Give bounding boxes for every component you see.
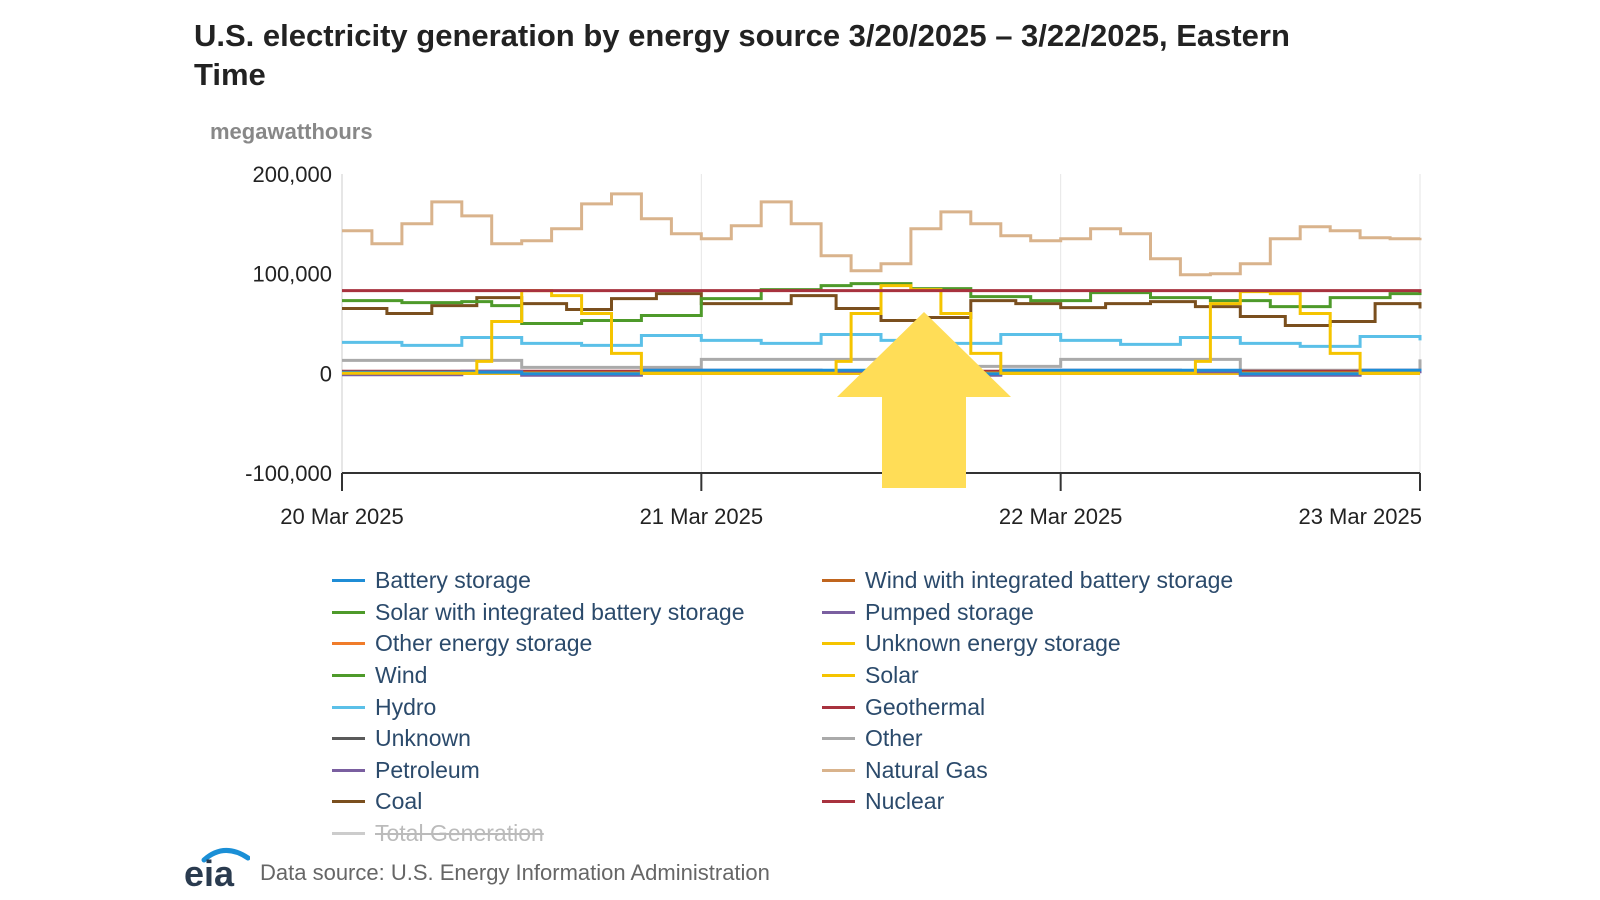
- legend-label: Hydro: [375, 693, 437, 720]
- legend-label: Petroleum: [375, 756, 480, 783]
- chart-title: U.S. electricity generation by energy so…: [194, 18, 1290, 92]
- legend-swatch: [822, 800, 855, 804]
- series-line-hydro[interactable]: [342, 333, 1422, 348]
- legend-item-wind-with-integrated-battery-storage[interactable]: Wind with integrated battery storage: [822, 567, 1322, 594]
- legend-swatch: [822, 768, 855, 772]
- eia-logo-text: eia: [184, 853, 235, 890]
- legend-item-total-generation[interactable]: Total Generation: [332, 820, 822, 847]
- legend-item-solar-with-integrated-battery-storage[interactable]: Solar with integrated battery storage: [332, 598, 822, 626]
- legend-swatch: [332, 768, 365, 772]
- legend-swatch: [332, 737, 365, 741]
- axis-layer: 200,000 100,000 0 -100,000 20 Mar 2025 21 Mar…: [245, 162, 1422, 529]
- legend-swatch: [822, 642, 855, 646]
- legend-swatch: [822, 674, 855, 678]
- legend-label: Natural Gas: [865, 756, 988, 783]
- annotation-layer: [837, 312, 1011, 488]
- legend-item-unknown-energy-storage[interactable]: Unknown energy storage: [822, 630, 1322, 657]
- legend-swatch: [822, 610, 855, 614]
- legend-label: Unknown energy storage: [865, 630, 1121, 657]
- legend-label: Other energy storage: [375, 630, 593, 657]
- legend-label: Total Generation: [375, 820, 544, 847]
- series-line-nuclear[interactable]: [342, 289, 1422, 293]
- x-tick-label: 21 Mar 2025: [640, 504, 764, 529]
- x-tick-label: 23 Mar 2025: [1298, 504, 1422, 529]
- legend-item-other-energy-storage[interactable]: Other energy storage: [332, 630, 822, 657]
- legend-label: Coal: [375, 788, 423, 815]
- y-axis-unit-label: megawatthours: [210, 119, 373, 144]
- series-line-natural-gas[interactable]: [342, 192, 1422, 277]
- legend-item-battery-storage[interactable]: Battery storage: [332, 567, 822, 594]
- series-line-wind[interactable]: [342, 282, 1422, 325]
- grid-layer: [341, 174, 1421, 473]
- x-tick-label: 22 Mar 2025: [999, 504, 1123, 529]
- legend-label: Solar with integrated battery storage: [375, 598, 745, 625]
- y-tick-label: -100,000: [245, 461, 332, 486]
- legend-swatch: [822, 579, 855, 583]
- y-tick-label: 200,000: [252, 162, 332, 187]
- legend-swatch: [332, 579, 365, 583]
- legend-swatch: [822, 705, 855, 709]
- legend-label: Other: [865, 725, 923, 752]
- legend-item-geothermal[interactable]: Geothermal: [822, 694, 1322, 720]
- eia-logo-icon: eia: [184, 848, 250, 890]
- legend-label: Pumped storage: [865, 598, 1034, 625]
- legend-swatch: [332, 800, 365, 804]
- legend-swatch: [822, 737, 855, 741]
- legend-label: Solar: [865, 662, 919, 689]
- annotation-arrow-up: [837, 312, 1011, 488]
- legend-label: Nuclear: [865, 788, 945, 815]
- legend-label: Wind: [375, 662, 428, 689]
- y-tick-label: 0: [320, 361, 332, 386]
- legend-swatch: [332, 832, 365, 836]
- footer: eia Data source: U.S. Energy Information…: [184, 846, 770, 890]
- legend-label: Geothermal: [865, 693, 986, 720]
- legend-item-coal[interactable]: Coal: [332, 788, 822, 815]
- legend-label: Unknown: [375, 725, 471, 752]
- legend-swatch: [332, 610, 365, 614]
- legend-item-wind[interactable]: Wind: [332, 662, 822, 689]
- legend-item-solar[interactable]: Solar: [822, 662, 1322, 689]
- legend-item-pumped-storage[interactable]: Pumped storage: [822, 598, 1322, 626]
- legend: Battery storage Wind with integrated batt…: [332, 567, 1332, 847]
- data-source-text: Data source: U.S. Energy Information Adm…: [260, 860, 770, 885]
- y-tick-label: 100,000: [252, 262, 332, 287]
- legend-item-other[interactable]: Other: [822, 725, 1322, 752]
- legend-item-petroleum[interactable]: Petroleum: [332, 756, 822, 784]
- series-layer: [342, 192, 1422, 377]
- legend-swatch: [332, 642, 365, 646]
- legend-item-nuclear[interactable]: Nuclear: [822, 788, 1322, 815]
- legend-item-natural-gas[interactable]: Natural Gas: [822, 756, 1322, 784]
- legend-label: Wind with integrated battery storage: [865, 567, 1234, 594]
- legend-label: Battery storage: [375, 567, 531, 594]
- legend-item-hydro[interactable]: Hydro: [332, 694, 822, 720]
- legend-item-unknown[interactable]: Unknown: [332, 725, 822, 752]
- legend-swatch: [332, 674, 365, 678]
- x-tick-label: 20 Mar 2025: [280, 504, 404, 529]
- legend-swatch: [332, 705, 365, 709]
